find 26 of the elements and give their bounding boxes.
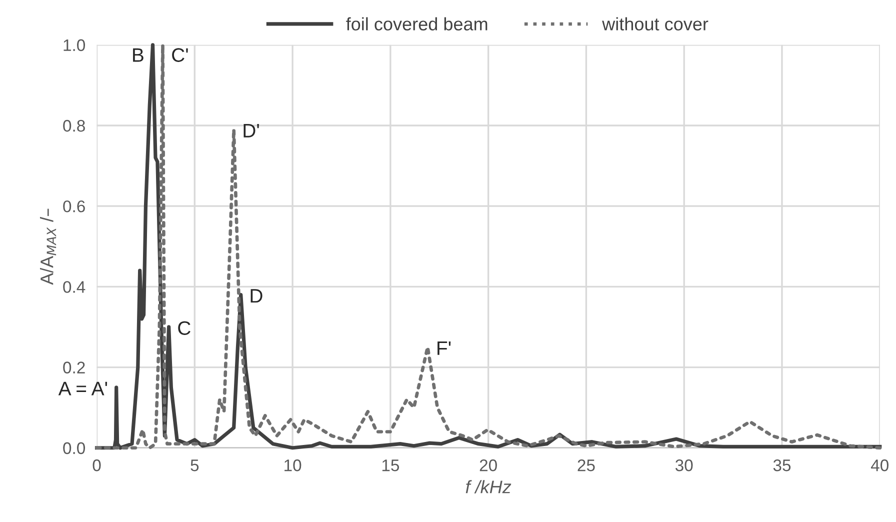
x-tick-label: 15 (382, 460, 400, 472)
annotation: F' (438, 342, 451, 355)
x-tick-label: 10 (284, 459, 302, 472)
annotation: A = A' (58, 382, 108, 396)
legend-label: without cover (602, 17, 708, 30)
y-tick-label: 1.0 (64, 39, 86, 52)
y-tick-label: 0.2 (63, 362, 85, 374)
x-tick-label: 35 (773, 459, 791, 472)
x-tick-label: 5 (190, 460, 199, 472)
annotation: C (178, 321, 190, 335)
y-tick-label: 0.8 (63, 120, 85, 132)
annotation: D (250, 289, 262, 303)
x-tick-label: 20 (480, 459, 497, 472)
annotation: D' (244, 124, 259, 138)
x-tick-label: 25 (578, 459, 595, 472)
y-tick-label: 0.6 (63, 200, 85, 212)
x-tick-label: 0 (92, 459, 101, 472)
x-tick-label: 30 (675, 459, 693, 472)
x-axis-title: f /kHz (466, 480, 512, 494)
y-axis-title: A/A$_{MAX}$ /– (40, 208, 56, 285)
y-tick-label: 0.4 (63, 281, 86, 293)
legend-label: foil covered beam (346, 17, 488, 30)
y-tick-label: 0.0 (63, 442, 86, 454)
annotation: B (133, 48, 144, 62)
x-tick-label: 40 (870, 459, 888, 472)
annotation: C' (172, 48, 188, 62)
